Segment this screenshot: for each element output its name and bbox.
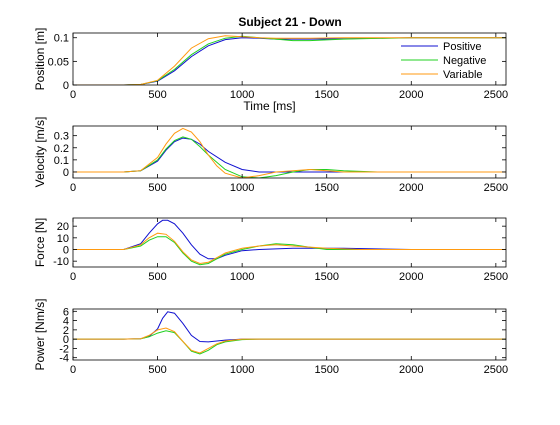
- plot-frame: [72, 217, 507, 268]
- y-tick-label: -10: [53, 256, 69, 268]
- x-tick-label: 2000: [399, 271, 423, 283]
- series-line-negative: [73, 330, 506, 355]
- y-tick-label: 6: [63, 306, 69, 318]
- y-tick-label: 0: [63, 167, 69, 179]
- x-tick-label: 1500: [314, 364, 338, 376]
- x-tick-label: 1500: [314, 89, 338, 101]
- y-tick-label: 0: [63, 245, 69, 257]
- series-line-negative: [73, 35, 506, 85]
- series-line-variable: [73, 127, 506, 178]
- x-tick-label: 0: [70, 271, 76, 283]
- y-axis-label: Force [N]: [33, 218, 47, 267]
- x-tick-label: 0: [70, 364, 76, 376]
- panel-1: 0 500 1000 1500 2000 2500 0 0.05 0.1 Position [m]…: [33, 28, 508, 113]
- plot-frame: [72, 308, 507, 361]
- x-tick-label: 500: [148, 271, 166, 283]
- y-tick-label: 10: [57, 233, 69, 245]
- y-tick-label: 4: [63, 316, 69, 328]
- x-tick-label: 0: [70, 182, 76, 194]
- y-tick-label: -2: [59, 343, 69, 355]
- y-axis-label: Velocity [m/s]: [33, 117, 47, 188]
- x-tick-label: 2500: [484, 182, 508, 194]
- plot-frame: [72, 125, 507, 179]
- y-tick-label: 0: [63, 80, 69, 92]
- x-tick-label: 2500: [484, 364, 508, 376]
- chart-title: Subject 21 - Down: [238, 15, 341, 29]
- x-tick-label: 1500: [314, 182, 338, 194]
- legend-label-negative: Negative: [443, 55, 486, 67]
- x-axis-label: Time [ms]: [243, 99, 295, 113]
- x-tick-label: 1000: [230, 89, 254, 101]
- x-tick-label: 1000: [230, 364, 254, 376]
- series-line-positive: [73, 37, 506, 85]
- series-line-negative: [73, 136, 506, 178]
- y-tick-label: 2: [63, 325, 69, 337]
- series-line-variable: [73, 327, 506, 354]
- y-tick-label: 0.1: [54, 155, 69, 167]
- x-tick-label: 1000: [230, 182, 254, 194]
- x-tick-label: 2500: [484, 89, 508, 101]
- y-tick-label: 0.3: [54, 131, 69, 143]
- x-tick-label: 1000: [230, 271, 254, 283]
- series-line-positive: [73, 137, 506, 173]
- series-line-negative: [73, 236, 506, 266]
- x-tick-label: 2000: [399, 364, 423, 376]
- x-tick-label: 500: [148, 182, 166, 194]
- series-line-variable: [73, 35, 506, 85]
- x-tick-label: 500: [148, 364, 166, 376]
- y-axis-label: Position [m]: [33, 28, 47, 91]
- y-tick-label: -4: [59, 353, 69, 365]
- x-tick-label: 1500: [314, 271, 338, 283]
- y-tick-label: 0.2: [54, 143, 69, 155]
- y-tick-label: 0.1: [54, 33, 69, 45]
- x-tick-label: 0: [70, 89, 76, 101]
- y-tick-label: 20: [57, 221, 69, 233]
- x-tick-label: 2500: [484, 271, 508, 283]
- series-line-variable: [73, 232, 506, 265]
- x-tick-label: 500: [148, 89, 166, 101]
- legend-label-positive: Positive: [443, 41, 482, 53]
- plot-frame: [72, 32, 507, 86]
- series-line-positive: [73, 219, 506, 260]
- x-tick-label: 2000: [399, 182, 423, 194]
- x-tick-label: 2000: [399, 89, 423, 101]
- y-tick-label: 0.05: [48, 56, 69, 68]
- legend-label-variable: Variable: [443, 69, 483, 81]
- y-tick-label: 0: [63, 334, 69, 346]
- legend: Positive Negative Variable: [401, 41, 486, 81]
- y-axis-label: Power [Nm/s]: [33, 298, 47, 370]
- series-line-positive: [73, 311, 506, 343]
